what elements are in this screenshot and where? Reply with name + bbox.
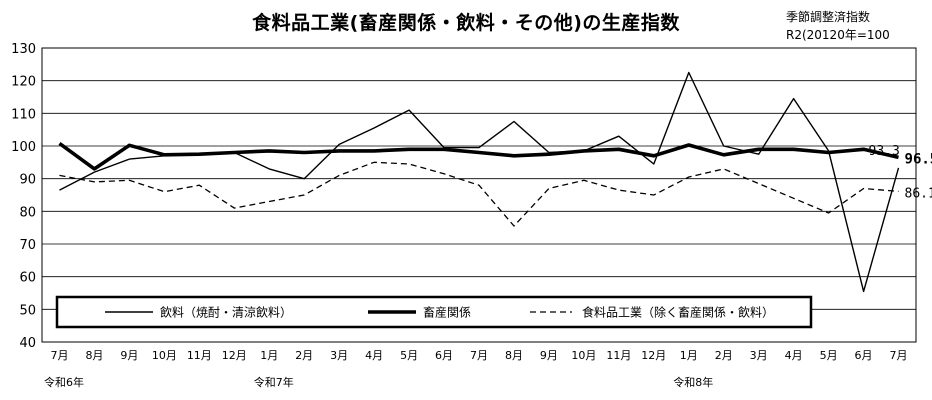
y-tick-label: 60 (19, 271, 36, 286)
plot-area-frame (41, 47, 917, 343)
data-label: 96.5 (905, 151, 932, 167)
x-tick-label: 7月 (890, 349, 908, 362)
legend-label: 食料品工業（除く畜産関係・飲料） (582, 305, 774, 320)
x-tick-label: 1月 (680, 349, 698, 362)
x-tick-label: 3月 (330, 349, 348, 362)
y-tick-label: 100 (11, 140, 36, 155)
x-tick-label: 12月 (641, 349, 666, 362)
x-tick-label: 11月 (187, 349, 212, 362)
era-label: 令和6年 (44, 375, 84, 389)
y-tick-label: 110 (11, 107, 36, 122)
x-tick-label: 7月 (50, 349, 68, 362)
y-tick-label: 50 (19, 303, 36, 318)
x-tick-label: 10月 (152, 349, 177, 362)
y-tick-label: 130 (11, 42, 36, 57)
era-label: 令和7年 (254, 375, 294, 389)
x-tick-label: 2月 (715, 349, 733, 362)
x-tick-label: 6月 (435, 349, 453, 362)
x-tick-label: 5月 (400, 349, 418, 362)
x-tick-label: 1月 (260, 349, 278, 362)
x-tick-label: 9月 (120, 349, 138, 362)
x-tick-label: 11月 (606, 349, 631, 362)
x-tick-label: 10月 (571, 349, 596, 362)
chart-title: 食料品工業(畜産関係・飲料・その他)の生産指数 (252, 12, 680, 34)
x-tick-label: 4月 (785, 349, 803, 362)
x-tick-label: 7月 (470, 349, 488, 362)
y-tick-label: 120 (11, 75, 36, 90)
legend-label: 畜産関係 (423, 305, 471, 320)
x-tick-label: 5月 (820, 349, 838, 362)
legend-label: 飲料（焼酎・清涼飲料） (160, 305, 292, 320)
data-label: 86.1 (905, 186, 932, 201)
series-line-thin (59, 71, 900, 293)
x-tick-label: 4月 (365, 349, 383, 362)
chart-note-base-year: R2(20120年=100 (786, 28, 890, 42)
y-tick-label: 90 (19, 173, 36, 188)
x-tick-label: 2月 (295, 349, 313, 362)
x-tick-label: 12月 (222, 349, 247, 362)
series-line-dashed (59, 161, 899, 227)
x-tick-label: 6月 (855, 349, 873, 362)
x-tick-label: 8月 (85, 349, 103, 362)
era-label: 令和8年 (673, 375, 713, 389)
x-tick-label: 3月 (750, 349, 768, 362)
y-tick-label: 40 (19, 336, 36, 351)
data-label: 93.3 (869, 144, 900, 159)
x-tick-label: 8月 (505, 349, 523, 362)
y-tick-label: 70 (19, 238, 36, 253)
x-tick-label: 9月 (540, 349, 558, 362)
y-tick-label: 80 (19, 205, 36, 220)
legend-box (55, 295, 813, 329)
chart-note-seasonal: 季節調整済指数 (786, 10, 871, 24)
